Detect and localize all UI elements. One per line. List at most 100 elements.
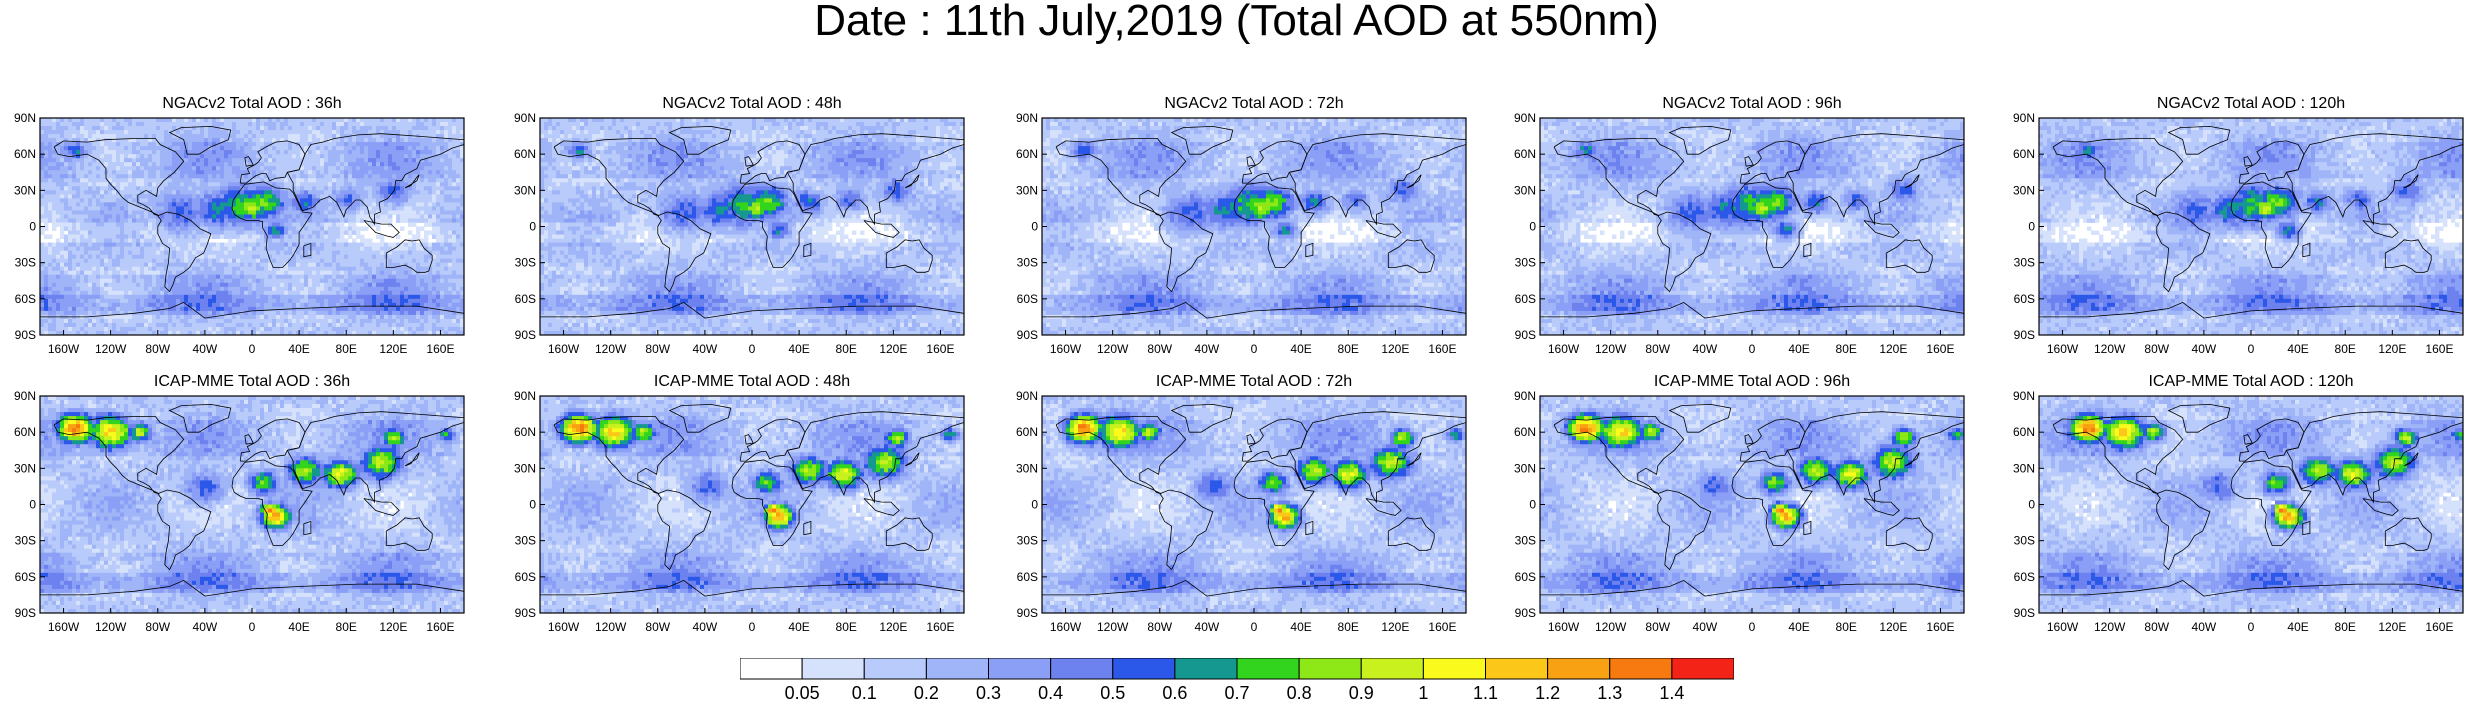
lon-tick-label: 120E	[1879, 342, 1907, 356]
lon-tick-label: 160E	[426, 620, 454, 634]
lon-tick-label: 160W	[548, 620, 580, 634]
lon-tick-label: 120W	[1097, 620, 1129, 634]
lat-tick-label: 0	[29, 498, 36, 512]
lat-tick-label: 30S	[1017, 256, 1038, 270]
lat-tick-label: 0	[529, 498, 536, 512]
colorbar-swatch	[1237, 658, 1299, 679]
lon-tick-label: 80E	[836, 620, 857, 634]
lat-tick-label: 60N	[14, 425, 36, 439]
lat-tick-label: 0	[2028, 498, 2035, 512]
colorbar	[740, 658, 1734, 680]
lon-tick-label: 160W	[1050, 620, 1082, 634]
lat-tick-label: 60S	[1017, 570, 1038, 584]
colorbar-swatch	[1299, 658, 1361, 679]
lat-tick-label: 60S	[2014, 292, 2035, 306]
lon-tick-label: 80W	[2144, 342, 2169, 356]
lat-tick-label: 60N	[1514, 147, 1536, 161]
lon-tick-label: 80W	[1645, 620, 1670, 634]
lat-tick-label: 60N	[1514, 425, 1536, 439]
lon-tick-label: 80W	[645, 620, 670, 634]
lat-tick-label: 90S	[1515, 328, 1536, 342]
lon-tick-label: 40W	[2192, 620, 2217, 634]
lon-tick-label: 0	[249, 620, 256, 634]
lon-tick-label: 40E	[1290, 342, 1311, 356]
lon-tick-label: 160E	[2425, 620, 2453, 634]
lon-tick-label: 120E	[1381, 342, 1409, 356]
lat-tick-label: 0	[1529, 498, 1536, 512]
lat-tick-label: 0	[529, 220, 536, 234]
lat-tick-label: 0	[1031, 498, 1038, 512]
lat-tick-label: 30S	[1515, 534, 1536, 548]
aod-field	[540, 118, 964, 335]
lon-tick-label: 120E	[2378, 620, 2406, 634]
colorbar-swatch	[864, 658, 926, 679]
lon-tick-label: 160E	[926, 342, 954, 356]
lat-tick-label: 90S	[1017, 328, 1038, 342]
lon-tick-label: 120W	[595, 620, 627, 634]
lat-tick-label: 30S	[1515, 256, 1536, 270]
lat-tick-label: 90N	[514, 111, 536, 125]
colorbar-swatch	[740, 658, 802, 679]
lon-tick-label: 40W	[1693, 620, 1718, 634]
colorbar-swatch	[1548, 658, 1610, 679]
lon-tick-label: 80E	[2335, 620, 2356, 634]
lat-tick-label: 30N	[14, 183, 36, 197]
lat-tick-label: 90N	[2013, 389, 2035, 403]
figure-title: Date : 11th July,2019 (Total AOD at 550n…	[0, 0, 2473, 46]
colorbar-swatch	[802, 658, 864, 679]
lat-tick-label: 30N	[1016, 183, 1038, 197]
lat-tick-label: 90S	[1017, 606, 1038, 620]
lon-tick-label: 120E	[379, 620, 407, 634]
aod-field	[1540, 396, 1964, 613]
lon-tick-label: 120W	[1595, 620, 1627, 634]
lon-tick-label: 160E	[2425, 342, 2453, 356]
lon-tick-label: 0	[249, 342, 256, 356]
lon-tick-label: 40E	[2287, 620, 2308, 634]
lon-tick-label: 40E	[1290, 620, 1311, 634]
lon-tick-label: 40E	[288, 620, 309, 634]
lat-tick-label: 90N	[1016, 111, 1038, 125]
lat-tick-label: 90N	[2013, 111, 2035, 125]
aod-field	[1042, 118, 1466, 335]
lon-tick-label: 160E	[426, 342, 454, 356]
lat-tick-label: 30S	[515, 256, 536, 270]
colorbar-swatch	[989, 658, 1051, 679]
lat-tick-label: 30N	[1514, 461, 1536, 475]
lat-tick-label: 30S	[515, 534, 536, 548]
lon-tick-label: 40W	[193, 342, 218, 356]
lon-tick-label: 160W	[48, 620, 80, 634]
lat-tick-label: 30N	[2013, 183, 2035, 197]
lon-tick-label: 120E	[879, 342, 907, 356]
aod-field	[1042, 396, 1466, 613]
lon-tick-label: 160E	[1926, 342, 1954, 356]
lon-tick-label: 80E	[1836, 342, 1857, 356]
lat-tick-label: 60N	[514, 147, 536, 161]
lat-tick-label: 60S	[15, 570, 36, 584]
lon-tick-label: 40E	[788, 342, 809, 356]
lat-tick-label: 30N	[14, 461, 36, 475]
lat-tick-label: 90S	[1515, 606, 1536, 620]
lat-tick-label: 30N	[2013, 461, 2035, 475]
colorbar-swatch	[1175, 658, 1237, 679]
colorbar-swatch	[1113, 658, 1175, 679]
lon-tick-label: 40W	[693, 620, 718, 634]
lat-tick-label: 60S	[15, 292, 36, 306]
lon-tick-label: 120W	[95, 620, 127, 634]
lat-tick-label: 30S	[1017, 534, 1038, 548]
lon-tick-label: 0	[1749, 620, 1756, 634]
lat-tick-label: 30S	[2014, 534, 2035, 548]
lon-tick-label: 160W	[48, 342, 80, 356]
lat-tick-label: 30S	[15, 534, 36, 548]
lat-tick-label: 90N	[1016, 389, 1038, 403]
lon-tick-label: 40W	[193, 620, 218, 634]
